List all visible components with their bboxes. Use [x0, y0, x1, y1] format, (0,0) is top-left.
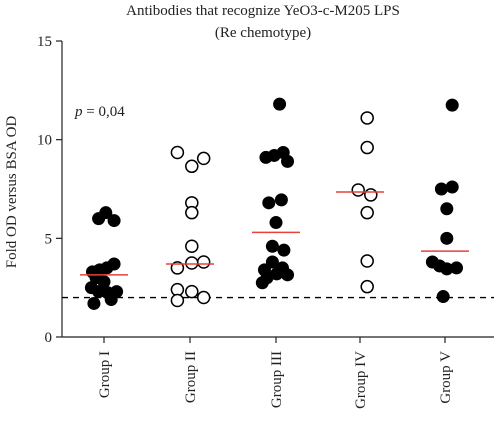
data-point [185, 256, 199, 270]
data-point [185, 159, 199, 174]
y-tick-label: 0 [45, 330, 53, 346]
data-point [99, 206, 113, 220]
data-point [107, 257, 121, 271]
chart-title: Antibodies that recognize YeO3-c-M205 LP… [126, 3, 400, 19]
data-point [170, 145, 185, 160]
data-point [360, 279, 374, 294]
p-symbol: p [74, 104, 83, 120]
axes [61, 41, 494, 343]
x-tick-label: Group V [438, 351, 454, 404]
data-point [265, 255, 279, 269]
data-point [360, 111, 374, 125]
data-point [360, 254, 374, 268]
data-point [196, 255, 211, 269]
data-point [87, 296, 101, 310]
data-point [270, 267, 284, 281]
chart-subtitle: (Re chemotype) [215, 25, 311, 41]
p-value-annotation: p = 0,04 [74, 104, 125, 120]
data-point [440, 231, 454, 245]
data-point [445, 180, 459, 194]
y-tick-label: 5 [45, 231, 53, 247]
x-tick-label: Group I [97, 351, 113, 398]
data-point [364, 188, 378, 202]
data-point [281, 154, 295, 168]
points-layer [84, 97, 464, 310]
data-point [274, 193, 288, 207]
data-point [196, 151, 211, 166]
x-tick-label: Group II [183, 351, 199, 403]
data-point [265, 239, 279, 253]
data-point [360, 205, 374, 220]
y-ticks: 0 5 10 15 [37, 34, 62, 346]
data-point [269, 216, 283, 230]
data-point [434, 182, 448, 196]
data-point [107, 214, 121, 228]
data-point [445, 98, 459, 112]
data-point [170, 261, 185, 275]
data-point [281, 268, 295, 282]
x-tick-label: Group III [269, 351, 285, 408]
data-point [170, 293, 185, 308]
x-tick-label: Group IV [353, 351, 369, 409]
data-point [436, 290, 450, 304]
data-point [255, 276, 269, 290]
data-point [360, 140, 374, 155]
data-point [97, 275, 111, 289]
data-point [277, 243, 291, 257]
data-point [104, 293, 118, 307]
data-point [273, 97, 287, 111]
data-point [450, 261, 464, 275]
x-labels: Group I Group II Group III Group IV Group V [97, 351, 454, 409]
y-tick-label: 10 [37, 133, 52, 149]
data-point [262, 196, 276, 210]
data-point [185, 239, 199, 253]
data-point [351, 183, 365, 197]
y-tick-label: 15 [37, 34, 52, 50]
data-point [185, 205, 199, 220]
median-layer [80, 191, 469, 276]
data-point [440, 202, 454, 216]
p-value: = 0,04 [83, 104, 126, 120]
y-axis-label: Fold OD versus BSA OD [4, 116, 20, 269]
data-point [196, 290, 211, 305]
data-point [185, 284, 199, 299]
